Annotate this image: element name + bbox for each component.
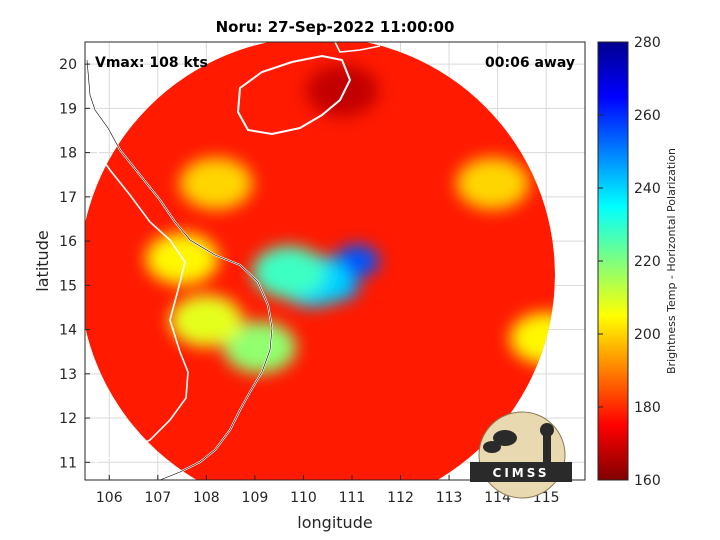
- vmax-annotation: Vmax: 108 kts: [95, 55, 208, 71]
- x-tick-label: 113: [436, 490, 463, 506]
- y-tick-label: 20: [59, 57, 77, 73]
- y-tick-label: 13: [59, 367, 77, 383]
- x-axis-label: longitude: [297, 513, 372, 532]
- vietnam-coastline-outline: [86, 59, 273, 480]
- cimss-logo: CIMSS: [470, 411, 572, 499]
- cold-feature: [509, 312, 555, 365]
- inland-border: [94, 149, 189, 463]
- y-tick-label: 19: [59, 101, 77, 117]
- cold-feature: [305, 64, 379, 117]
- hainan-island: [236, 54, 352, 136]
- coastlines: [86, 42, 381, 480]
- y-axis: 11 12 13 14 15 16 17 18 19 20: [59, 57, 90, 471]
- cold-feature: [334, 245, 380, 277]
- x-tick-label: 110: [290, 490, 317, 506]
- y-tick-label: 17: [59, 190, 77, 206]
- y-tick-label: 15: [59, 278, 77, 294]
- chart-title: Noru: 27-Sep-2022 11:00:00: [216, 18, 455, 36]
- cold-feature: [223, 321, 297, 374]
- china-coast: [334, 42, 381, 53]
- cold-feature: [456, 157, 530, 210]
- colorbar-tick-label: 160: [634, 473, 661, 489]
- cold-features: [145, 64, 555, 374]
- x-tick-label: 112: [387, 490, 414, 506]
- colorbar-tick-label: 180: [634, 400, 661, 416]
- colorbar-tick-label: 240: [634, 181, 661, 197]
- y-axis-label: latitude: [33, 230, 52, 291]
- cold-feature: [169, 294, 243, 347]
- y-tick-label: 14: [59, 323, 77, 339]
- y-tick-label: 12: [59, 411, 77, 427]
- time-away-annotation: 00:06 away: [485, 55, 575, 71]
- colorbar-label: Brightness Temp - Horizontal Polarizatio…: [665, 148, 678, 374]
- x-tick-label: 107: [144, 490, 171, 506]
- y-tick-label: 16: [59, 234, 77, 250]
- cold-feature: [179, 157, 253, 210]
- y-tick-label: 18: [59, 146, 77, 162]
- x-tick-label: 106: [96, 490, 123, 506]
- colorbar-tick-label: 260: [634, 108, 661, 124]
- cold-feature: [252, 246, 326, 299]
- x-tick-label: 111: [339, 490, 366, 506]
- swath-image: [85, 42, 555, 480]
- colorbar-tick-label: 200: [634, 327, 661, 343]
- x-axis: 106 107 108 109 110 111 112 113 114 115: [96, 475, 560, 506]
- x-tick-label: 108: [193, 490, 220, 506]
- axes-frame: [84, 41, 586, 481]
- colorbar-tick-label: 220: [634, 254, 661, 270]
- y-tick-label: 11: [59, 455, 77, 471]
- logo-text: CIMSS: [493, 466, 550, 480]
- colorbar-ticks: 160 180 200 220 240 260 280: [598, 35, 661, 489]
- colorbar-tick-label: 280: [634, 35, 661, 51]
- x-tick-label: 109: [242, 490, 269, 506]
